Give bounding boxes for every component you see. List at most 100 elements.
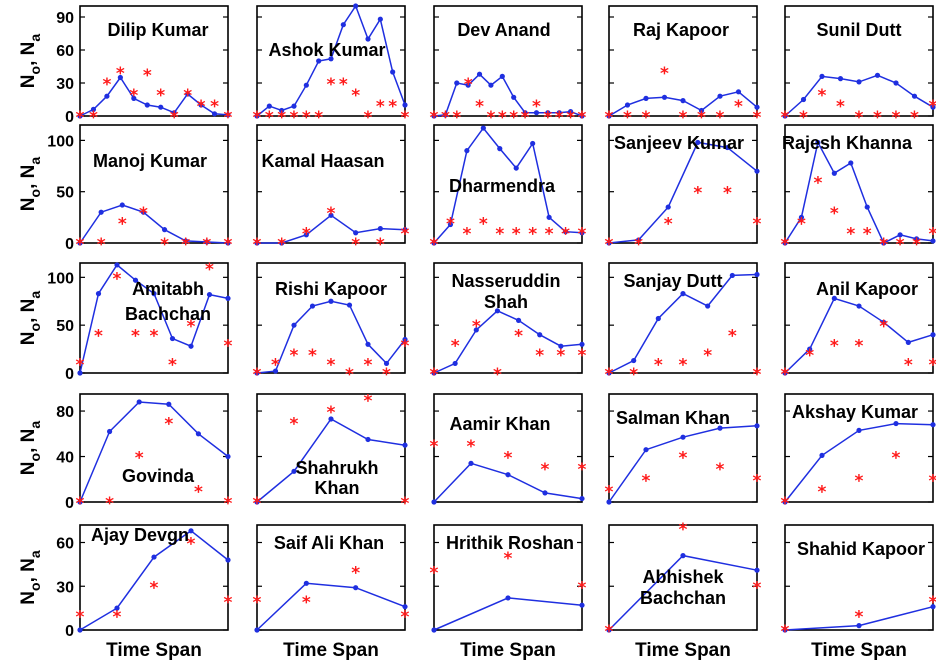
star-point: * <box>327 75 336 95</box>
data-point <box>624 102 631 108</box>
data-point <box>724 144 731 151</box>
data-point <box>447 221 454 228</box>
star-point: * <box>302 108 311 128</box>
star-point: * <box>89 108 98 128</box>
star-point: * <box>451 336 460 356</box>
data-point <box>848 160 854 166</box>
star-point: * <box>327 355 336 375</box>
data-point <box>579 495 585 502</box>
star-point: * <box>302 593 311 613</box>
data-point <box>225 240 231 246</box>
star-point: * <box>168 355 177 375</box>
data-point <box>377 226 383 232</box>
data-point <box>328 298 334 304</box>
data-point <box>377 16 383 22</box>
data-point <box>819 73 825 79</box>
data-point <box>183 238 189 244</box>
data-point <box>77 370 83 376</box>
panel-title: Anil Kapoor <box>816 279 918 299</box>
y-tick-label: 60 <box>56 43 74 60</box>
data-point <box>431 240 437 246</box>
star-point: * <box>495 225 504 245</box>
star-point: * <box>493 365 502 385</box>
data-point <box>291 322 297 328</box>
data-point <box>480 125 486 131</box>
y-tick-label: 40 <box>56 450 74 467</box>
data-point <box>698 107 705 114</box>
star-point: * <box>855 336 864 356</box>
star-point: * <box>723 184 732 204</box>
data-point <box>353 3 359 9</box>
data-point <box>893 80 899 86</box>
data-point <box>864 204 870 210</box>
star-point: * <box>430 235 439 255</box>
y-tick-label: 50 <box>56 318 74 335</box>
panel-title: Akshay Kumar <box>792 402 918 422</box>
star-point: * <box>555 108 564 128</box>
panel-title: Ajay Devgn <box>91 525 189 545</box>
star-point: * <box>578 578 587 598</box>
panel-title: Rajesh Khanna <box>782 133 913 153</box>
data-point <box>188 343 194 349</box>
data-point <box>897 232 903 238</box>
data-point <box>204 239 210 245</box>
star-point: * <box>716 108 725 128</box>
star-point: * <box>892 449 901 469</box>
data-point <box>881 240 887 246</box>
y-tick-label: 0 <box>65 495 74 512</box>
data-point <box>254 627 260 633</box>
data-point <box>782 499 788 505</box>
panel-title: Kamal Haasan <box>261 151 384 171</box>
data-point <box>515 317 522 323</box>
data-point <box>473 327 479 333</box>
panel-frame <box>433 524 583 631</box>
data-point <box>522 110 528 116</box>
star-point: * <box>912 235 921 255</box>
panel-frame <box>79 524 229 631</box>
data-point <box>655 315 661 322</box>
star-point: * <box>561 225 570 245</box>
star-point: * <box>781 365 790 385</box>
star-point: * <box>528 225 537 245</box>
data-point <box>606 240 612 246</box>
star-point: * <box>535 346 544 366</box>
data-point <box>913 236 920 242</box>
star-point: * <box>467 437 476 457</box>
series-line <box>608 141 758 244</box>
data-point <box>442 112 448 118</box>
star-point: * <box>818 86 827 106</box>
panel-title: Sanjay Dutt <box>623 271 722 291</box>
data-point <box>402 336 408 343</box>
data-point <box>206 291 213 298</box>
star-point: * <box>102 75 111 95</box>
data-point <box>303 232 309 238</box>
star-point: * <box>799 108 808 128</box>
star-point: * <box>578 346 587 366</box>
star-point: * <box>929 225 936 245</box>
panel-frame <box>608 124 758 244</box>
data-point <box>568 109 574 115</box>
star-point: * <box>781 494 790 514</box>
data-point <box>431 499 437 505</box>
star-point: * <box>187 535 196 555</box>
star-point: * <box>253 365 262 385</box>
star-point: * <box>143 66 152 86</box>
panel-title: Raj Kapoor <box>633 20 729 40</box>
data-point <box>856 623 862 629</box>
data-point <box>643 95 649 101</box>
data-point <box>166 401 172 407</box>
data-point <box>782 627 788 633</box>
star-point: * <box>76 235 85 255</box>
star-point: * <box>514 327 523 347</box>
data-point <box>303 580 309 586</box>
star-point: * <box>863 225 872 245</box>
chart-panel: * * * * * * * * Nasseruddin Shah <box>430 262 587 385</box>
panel-title: Aamir Khan <box>449 414 550 434</box>
star-point: * <box>401 607 410 627</box>
star-point: * <box>401 108 410 128</box>
data-point <box>353 585 359 591</box>
star-point: * <box>486 108 495 128</box>
panel-frame <box>784 5 934 117</box>
star-point: * <box>97 235 106 255</box>
data-point <box>468 460 474 466</box>
